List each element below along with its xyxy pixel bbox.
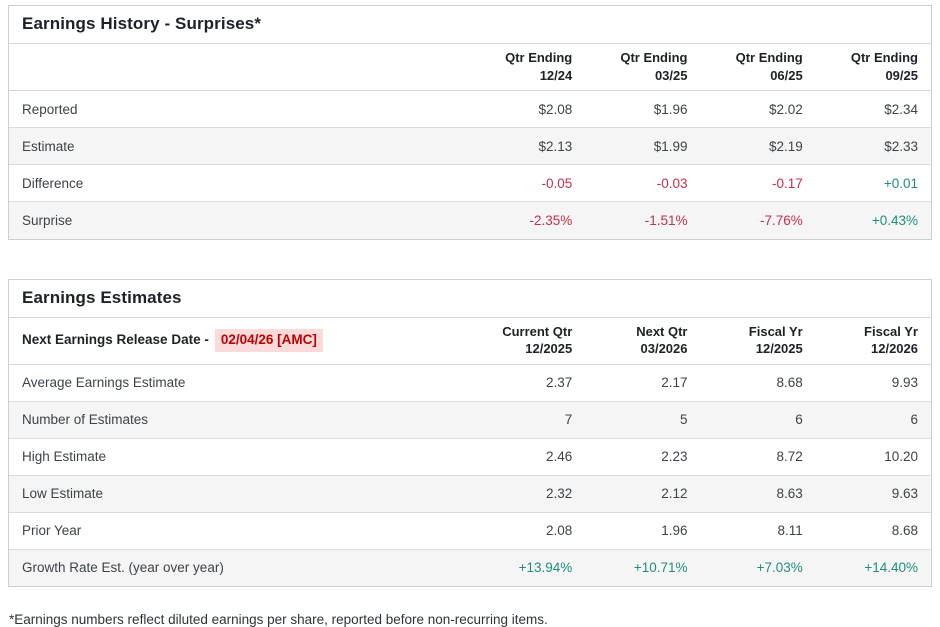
next-earnings-release-cell: Next Earnings Release Date - 02/04/26 [AM… — [9, 317, 470, 365]
row-label: Estimate — [9, 127, 470, 165]
earnings-history-card: Earnings History - Surprises* Qtr Ending… — [8, 5, 932, 240]
row-label: Average Earnings Estimate — [22, 375, 186, 391]
cell-value-positive: +10.71% — [585, 548, 701, 587]
cell-value: 6 — [815, 400, 931, 439]
table-row-number-of-estimates: Number of Estimates 7 5 6 6 — [9, 400, 931, 439]
table-row-reported: Reported $2.08 $1.96 $2.02 $2.34 — [9, 91, 931, 128]
row-label: Surprise — [9, 201, 470, 239]
cell-value: $2.33 — [815, 127, 931, 165]
cell-value: 2.32 — [470, 474, 586, 513]
cell-value: 2.17 — [661, 375, 688, 391]
next-earnings-release-label: Next Earnings Release Date - — [22, 331, 209, 347]
estimates-col-header-3: Fiscal Yr 12/2025 — [700, 317, 816, 365]
cell-value-negative: -0.17 — [700, 164, 816, 202]
cell-value: 9.63 — [815, 474, 931, 513]
cell-value: 10.20 — [815, 437, 931, 476]
cell-value: $2.13 — [470, 127, 586, 165]
cell-value: 8.63 — [700, 474, 816, 513]
cell-value: 2.23 — [585, 437, 701, 476]
cell-value-negative: -7.76% — [700, 201, 816, 239]
cell-value: 2.12 — [585, 474, 701, 513]
table-row-low-estimate: Low Estimate 2.32 2.12 8.63 9.63 — [9, 474, 931, 513]
history-col-header-1: Qtr Ending 12/24 — [470, 44, 586, 92]
table-row-growth-rate-est: Growth Rate Est. (year over year) +13.94… — [9, 548, 931, 587]
cell-value: 1.96 — [585, 511, 701, 550]
row-label: Reported — [22, 101, 78, 117]
row-label: High Estimate — [9, 437, 470, 476]
earnings-history-table: Qtr Ending 12/24 Qtr Ending 03/25 Qtr En… — [9, 44, 931, 239]
cell-value: 8.68 — [776, 375, 803, 391]
row-label: Number of Estimates — [9, 400, 470, 439]
estimates-header-row: Next Earnings Release Date - 02/04/26 [AM… — [9, 317, 931, 365]
earnings-history-title: Earnings History - Surprises* — [9, 6, 931, 44]
estimates-col-header-4: Fiscal Yr 12/2026 — [815, 317, 931, 365]
cell-value: $2.08 — [538, 101, 573, 117]
cell-value-positive: +7.03% — [700, 548, 816, 587]
cell-value: $2.19 — [700, 127, 816, 165]
cell-value-negative: -0.03 — [585, 164, 701, 202]
cell-value: 7 — [470, 400, 586, 439]
cell-value: 9.93 — [891, 375, 918, 391]
history-col-header-2: Qtr Ending 03/25 — [585, 44, 701, 92]
row-label: Growth Rate Est. (year over year) — [9, 548, 470, 587]
cell-value: $1.99 — [585, 127, 701, 165]
estimates-col-header-2: Next Qtr 03/2026 — [585, 317, 701, 365]
cell-value-positive: +0.01 — [815, 164, 931, 202]
earnings-estimates-table: Next Earnings Release Date - 02/04/26 [AM… — [9, 317, 931, 587]
history-col-header-4: Qtr Ending 09/25 — [815, 44, 931, 92]
earnings-footnote: *Earnings numbers reflect diluted earnin… — [9, 612, 548, 627]
cell-value: 8.72 — [700, 437, 816, 476]
table-row-average-earnings-estimate: Average Earnings Estimate 2.37 2.17 8.68… — [9, 364, 931, 401]
earnings-estimates-title: Earnings Estimates — [9, 280, 931, 318]
table-row-surprise: Surprise -2.35% -1.51% -7.76% +0.43% — [9, 201, 931, 239]
cell-value-negative: -1.51% — [585, 201, 701, 239]
table-row-high-estimate: High Estimate 2.46 2.23 8.72 10.20 — [9, 437, 931, 476]
earnings-estimates-card: Earnings Estimates Next Earnings Release… — [8, 278, 932, 588]
cell-value: $2.02 — [768, 101, 803, 117]
cell-value-negative: -2.35% — [470, 201, 586, 239]
cell-value: $2.34 — [884, 101, 918, 117]
row-label: Difference — [9, 164, 470, 202]
cell-value: 2.37 — [545, 375, 573, 391]
history-col-header-3: Qtr Ending 06/25 — [700, 44, 816, 92]
table-row-difference: Difference -0.05 -0.03 -0.17 +0.01 — [9, 164, 931, 202]
next-earnings-release-date: 02/04/26 [AMC] — [214, 328, 323, 352]
history-header-empty-cell — [9, 44, 470, 92]
cell-value: 8.68 — [815, 511, 931, 550]
cell-value-positive: +14.40% — [815, 548, 931, 587]
cell-value-positive: +13.94% — [470, 548, 586, 587]
cell-value: 8.11 — [700, 511, 816, 550]
table-row-prior-year: Prior Year 2.08 1.96 8.11 8.68 — [9, 511, 931, 550]
cell-value-positive: +0.43% — [815, 201, 931, 239]
cell-value: $1.96 — [653, 101, 688, 117]
cell-value: 5 — [585, 400, 701, 439]
table-row-estimate: Estimate $2.13 $1.99 $2.19 $2.33 — [9, 127, 931, 165]
cell-value: 6 — [700, 400, 816, 439]
cell-value: 2.46 — [470, 437, 586, 476]
estimates-col-header-1: Current Qtr 12/2025 — [470, 317, 586, 365]
row-label: Low Estimate — [9, 474, 470, 513]
cell-value: 2.08 — [470, 511, 586, 550]
history-header-row: Qtr Ending 12/24 Qtr Ending 03/25 Qtr En… — [9, 44, 931, 92]
cell-value-negative: -0.05 — [470, 164, 586, 202]
row-label: Prior Year — [9, 511, 470, 550]
